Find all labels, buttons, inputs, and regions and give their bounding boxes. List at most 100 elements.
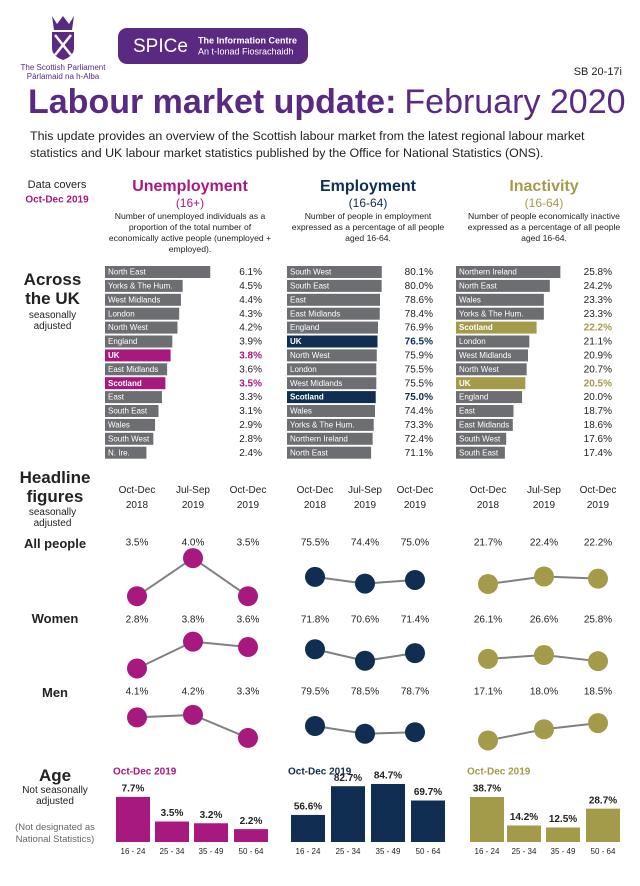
value-label: 3.5% [237,538,260,549]
bar [331,786,365,842]
bar [105,363,168,376]
bar [287,405,376,417]
bar [116,796,150,842]
bar-category: North West [290,351,331,360]
value-label: 18.0% [530,687,558,698]
bar [456,446,505,459]
chart-subtitle: (16-64) [525,196,564,210]
bar [291,814,325,842]
point [305,566,325,587]
point [183,548,203,569]
point [534,645,554,666]
value-label: 78.5% [351,687,379,698]
value-label: 4.2% [182,687,205,698]
value-label: 18.5% [584,687,612,698]
crown [52,16,74,30]
bar-category: South East [459,448,499,457]
value-label: 20.0% [584,392,612,403]
bar [287,321,378,334]
page-title: Labour market update: February 2020 [28,83,626,121]
point [127,707,147,728]
value-label: 17.6% [584,434,612,445]
value-label: 75.5% [405,378,433,389]
bar-category: England [290,323,319,332]
bar [456,377,526,390]
bar-category: South West [459,434,501,443]
value-label: 2.9% [239,420,262,431]
value-label: 4.2% [239,323,262,334]
chart-title: Employment [320,178,417,195]
point [127,586,147,607]
x-tick-label: Jul-Sep 2019 [176,485,210,511]
bar [287,363,377,376]
section-subtitle: Not seasonally adjusted [22,785,88,807]
x-tick-label: 50 - 64 [239,847,264,856]
bar-category: Northern Ireland [290,434,348,443]
chart-title: Unemployment [132,178,248,195]
bar-category: South East [290,282,330,291]
bar-category: West Midlands [108,295,160,304]
x-tick-label: Jul-Sep 2019 [527,485,561,511]
bar [456,266,561,278]
bar-category: England [108,337,137,346]
bar-category: London [459,337,486,346]
value-label: 4.0% [182,538,205,549]
chart-title: Oct-Dec 2019 [288,767,352,778]
bar [287,266,382,278]
point [478,574,498,594]
value-label: 69.7% [414,787,442,798]
bar-category: Scotland [108,379,142,388]
parliament-logo [52,16,74,60]
bar-category: Yorks & The Hum. [290,421,354,430]
bar [234,829,268,842]
value-label: 20.7% [584,364,612,375]
bar-category: South West [290,268,332,277]
point [183,631,203,652]
bar [287,293,380,306]
value-label: 79.5% [301,687,329,698]
value-label: 75.5% [301,538,329,549]
bar [456,405,514,417]
section-subtitle: seasonally adjusted [28,507,77,529]
chart-title: Inactivity [509,178,578,195]
bar-category: South East [108,407,148,416]
point [588,651,608,672]
bar-category: Wales [290,407,312,416]
value-label: 56.6% [294,802,322,813]
bar [105,405,159,417]
point [238,586,258,607]
section-title: Age [38,766,72,785]
value-label: 70.6% [351,615,379,626]
bar [456,418,513,431]
value-label: 75.0% [405,392,433,403]
value-label: 2.2% [240,816,263,827]
bar-category: Yorks & The Hum. [108,282,172,291]
bar [105,307,180,320]
point [355,723,375,744]
bar-category: East [108,393,125,402]
bar-category: Scotland [459,323,493,332]
value-label: 4.3% [239,309,262,320]
bar [287,446,372,459]
value-label: 73.3% [405,420,433,431]
bar [287,349,377,362]
bar [287,307,380,320]
value-label: 72.4% [405,434,433,445]
parliament-gaelic: Pàrlamaid na h-Alba [27,72,100,81]
value-label: 3.3% [239,392,262,403]
value-label: 3.5% [161,808,184,819]
x-tick-label: Jul-Sep 2019 [348,485,382,511]
bar [546,827,580,842]
point [405,722,425,743]
x-tick-label: Oct-Dec 2018 [469,485,507,511]
value-label: 78.7% [401,687,429,698]
value-label: 74.4% [351,538,379,549]
chart-subtitle: (16-64) [349,196,388,210]
bar [155,821,189,842]
value-label: 80.0% [405,281,433,292]
value-label: 74.4% [405,406,433,417]
x-tick-label: 50 - 64 [591,847,616,856]
value-label: 22.4% [530,538,558,549]
data-covers: Data covers [28,179,87,191]
